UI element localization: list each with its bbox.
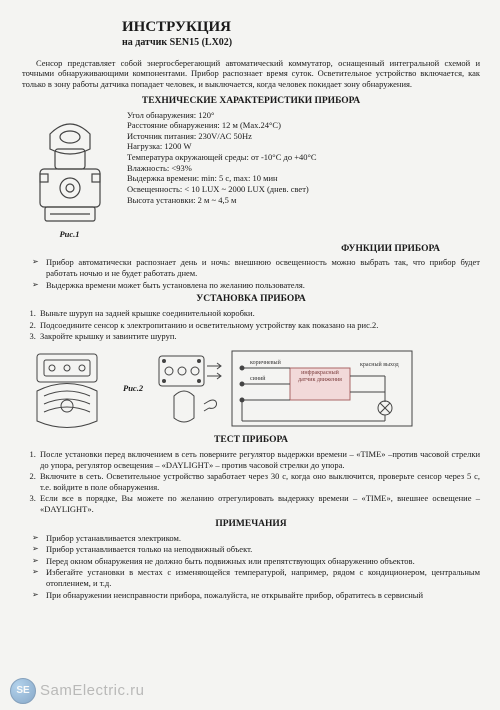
section-test: ТЕСТ ПРИБОРА [22, 435, 480, 447]
wire-blue-label: синий [250, 375, 266, 382]
section-install: УСТАНОВКА ПРИБОРА [22, 294, 480, 306]
wiring-diagram-icon: коричневый синий красный выход инфракрас… [230, 346, 415, 431]
note-item: Прибор устанавливается электриком. [36, 533, 480, 544]
spec-angle: Угол обнаружения: 120° [127, 110, 480, 121]
note-item: Перед окном обнаружения не должно быть п… [36, 556, 480, 567]
note-item: Избегайте установки в местах с изменяюще… [36, 567, 480, 588]
junction-box-icon [149, 346, 224, 431]
note-item: При обнаружении неисправности прибора, п… [36, 590, 480, 601]
install-step: Выньте шуруп на задней крышке соединител… [38, 308, 480, 319]
func-item: Прибор автоматически распознает день и н… [36, 257, 480, 278]
watermark-text: SamElectric.ru [40, 682, 145, 701]
test-step: Если все в порядке, Вы можете по желанию… [38, 493, 480, 514]
test-step: Включите в сеть. Осветительное устройств… [38, 471, 480, 492]
spec-load: Нагрузка: 1200 W [127, 141, 480, 152]
specs-list: Угол обнаружения: 120° Расстояние обнару… [127, 110, 480, 240]
notes-list: Прибор устанавливается электриком. Прибо… [22, 533, 480, 601]
spec-power: Источник питания: 230V/AC 50Hz [127, 131, 480, 142]
section-tech: ТЕХНИЧЕСКИЕ ХАРАКТЕРИСТИКИ ПРИБОРА [22, 96, 480, 108]
intro-paragraph: Сенсор представляет собой энергосберегаю… [22, 58, 480, 90]
spec-dist: Расстояние обнаружения: 12 м (Max.24°C) [127, 120, 480, 131]
install-step: Подсоедините сенсор к электропитанию и о… [38, 320, 480, 331]
section-func: ФУНКЦИИ ПРИБОРА [22, 244, 440, 256]
ir-box-label: инфракрасный датчик движения [292, 370, 348, 383]
install-list: Выньте шуруп на задней крышке соединител… [22, 308, 480, 342]
figure-1: Рис.1 [22, 110, 117, 240]
wire-red-label: красный выход [360, 361, 399, 368]
document-page: ИНСТРУКЦИЯ на датчик SEN15 (LX02) Сенсор… [0, 0, 500, 612]
watermark-badge-icon: SE [10, 678, 36, 704]
spec-delay: Выдержка времени: min: 5 с, max: 10 мин [127, 173, 480, 184]
func-item: Выдержка времени может быть установлена … [36, 280, 480, 291]
install-step: Закройте крышку и завинтите шуруп. [38, 331, 480, 342]
test-list: После установки перед включением в сеть … [22, 449, 480, 515]
doc-subtitle: на датчик SEN15 (LX02) [122, 37, 480, 50]
func-list: Прибор автоматически распознает день и н… [22, 257, 480, 290]
spec-humid: Влажность: <93% [127, 163, 480, 174]
note-item: Прибор устанавливается только на неподви… [36, 544, 480, 555]
spec-lux: Освещенность: < 10 LUX ~ 2000 LUX (днев.… [127, 184, 480, 195]
spec-height: Высота установки: 2 м ~ 4,5 м [127, 195, 480, 206]
watermark: SE SamElectric.ru [10, 678, 145, 704]
test-step: После установки перед включением в сеть … [38, 449, 480, 470]
fig2-label: Рис.2 [123, 383, 143, 394]
section-notes: ПРИМЕЧАНИЯ [22, 519, 480, 531]
spec-temp: Температура окружающей среды: от -10°C д… [127, 152, 480, 163]
sensor-back-icon [22, 346, 117, 431]
fig1-label: Рис.1 [59, 229, 79, 240]
wire-brown-label: коричневый [250, 359, 282, 366]
tech-row: Рис.1 Угол обнаружения: 120° Расстояние … [22, 110, 480, 240]
figure-2-row: Рис.2 [22, 346, 480, 431]
doc-title: ИНСТРУКЦИЯ [122, 18, 480, 37]
sensor-device-icon [25, 119, 115, 229]
